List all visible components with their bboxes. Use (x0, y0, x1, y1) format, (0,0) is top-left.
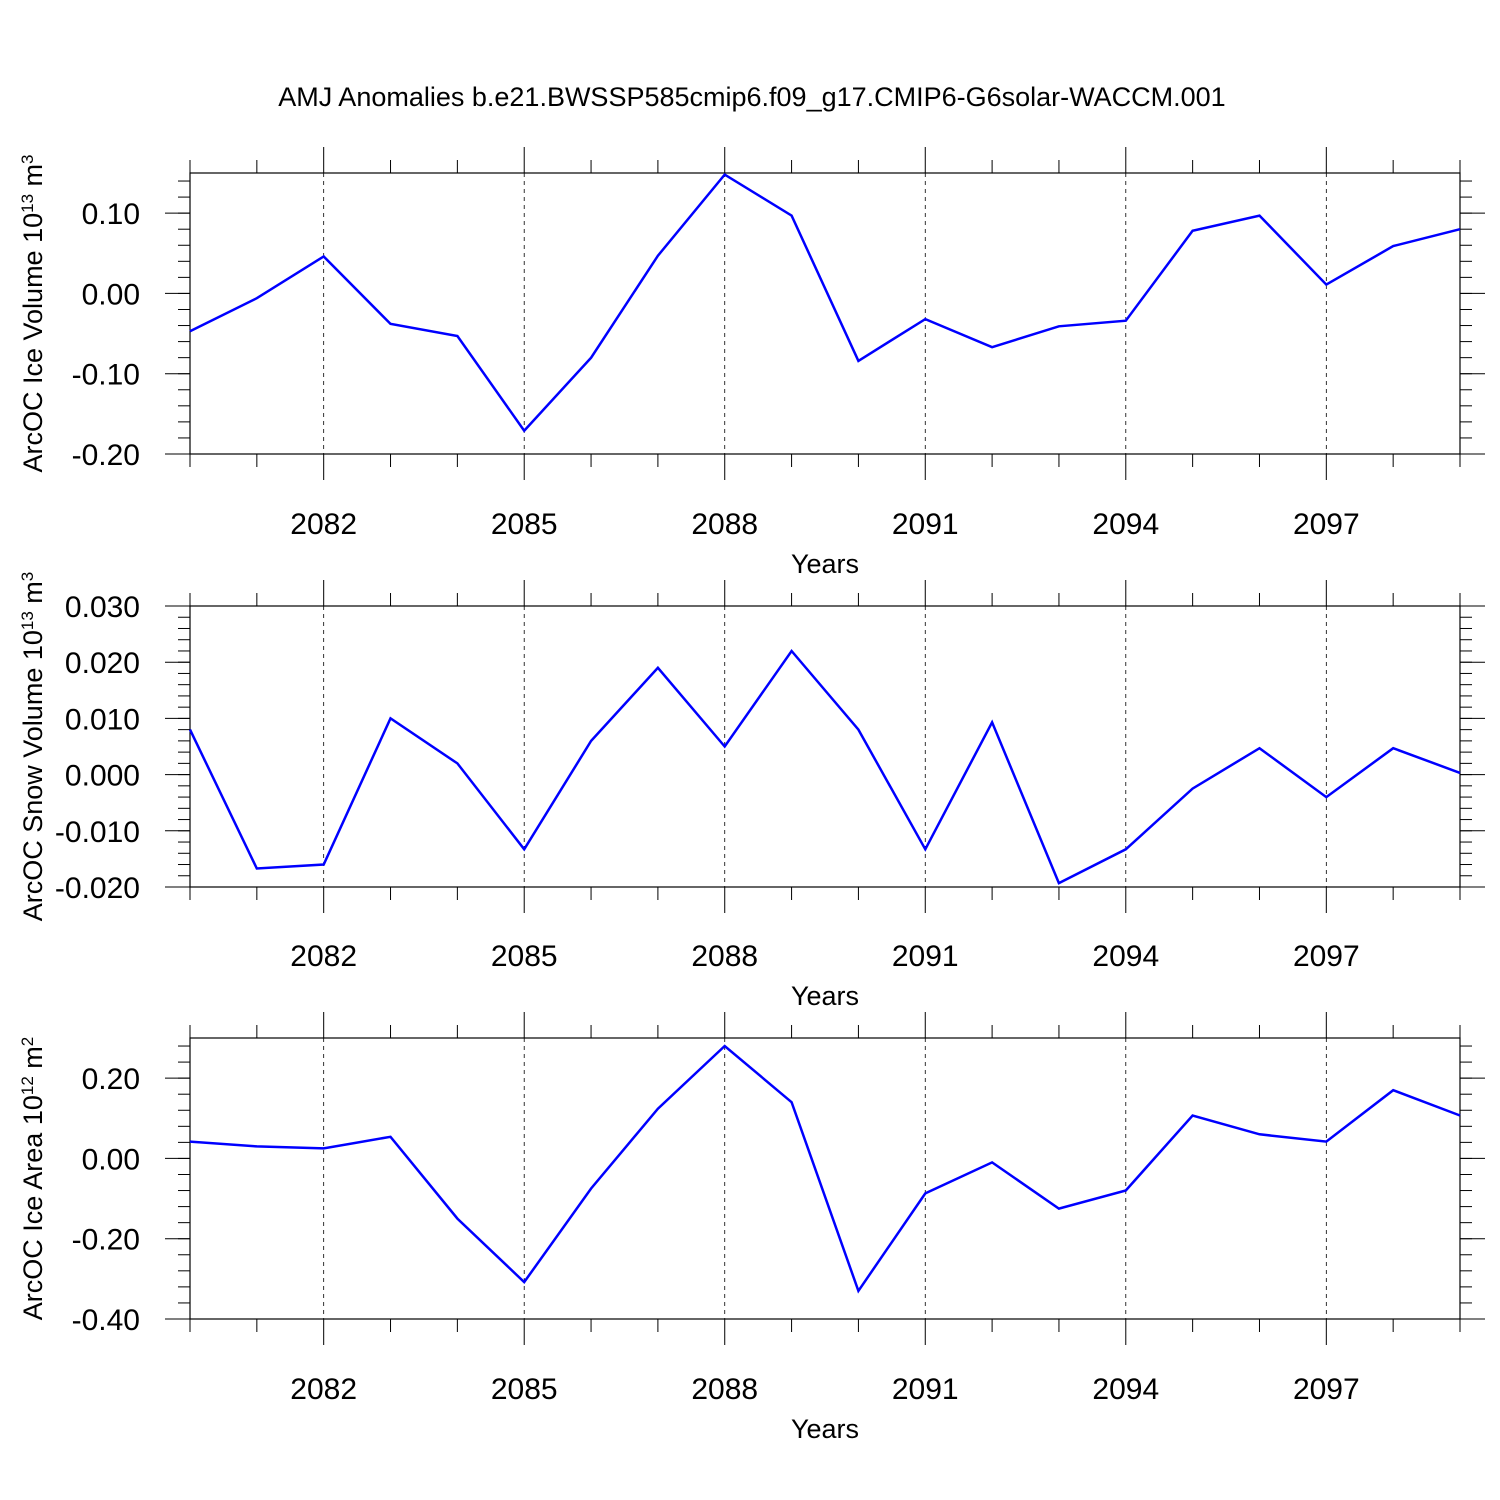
x-tick-label: 2097 (1293, 508, 1360, 541)
x-tick-label: 2085 (491, 940, 558, 973)
y-tick-label: 0.020 (65, 647, 140, 680)
y-tick-label: 0.010 (65, 703, 140, 736)
x-tick-label: 2097 (1293, 1373, 1360, 1406)
x-tick-label: 2097 (1293, 940, 1360, 973)
y-tick-label: 0.20 (82, 1063, 140, 1096)
y-tick-label: 0.00 (82, 1143, 140, 1176)
plot-frame (189, 605, 1461, 888)
x-axis-label: Years (791, 981, 859, 1011)
panel-2: -0.020 -0.010 0.000 0.010 0.020 0.030 2082 2085… (18, 572, 1485, 1011)
figure-title: AMJ Anomalies b.e21.BWSSP585cmip6.f09_g1… (278, 82, 1225, 112)
panel-1: -0.20 -0.10 0.00 0.10 2082 2085 2088 2091 2094 20… (18, 147, 1485, 579)
x-tick-label: 2091 (892, 940, 959, 973)
y-tick-label: 0.10 (82, 198, 140, 231)
y-axis-label: ArcOC Ice Volume 1013 m3 (18, 154, 49, 472)
x-tick-label: 2085 (491, 1373, 558, 1406)
series-line (189, 172, 1461, 433)
y-tick-label: -0.20 (72, 1224, 140, 1257)
y-tick-label: 0.00 (82, 278, 140, 311)
plot-frame (189, 1037, 1461, 1320)
x-tick-label: 2088 (691, 940, 758, 973)
y-axis-label: ArcOC Ice Area 1012 m2 (18, 1037, 49, 1321)
series-line (188, 648, 1461, 885)
y-tick-label: -0.020 (55, 872, 140, 905)
x-tick-label: 2082 (290, 940, 357, 973)
y-tick-label: -0.20 (72, 439, 140, 472)
x-axis-label: Years (791, 549, 859, 579)
x-tick-label: 2082 (290, 508, 357, 541)
plot-frame (189, 172, 1461, 455)
x-tick-label: 2094 (1092, 1373, 1159, 1406)
y-tick-label: -0.40 (72, 1304, 140, 1337)
y-tick-label: 0.030 (65, 591, 140, 624)
x-axis-label: Years (791, 1414, 859, 1444)
x-tick-label: 2094 (1092, 940, 1159, 973)
x-tick-label: 2091 (892, 1373, 959, 1406)
x-tick-label: 2088 (691, 1373, 758, 1406)
series-line (189, 1044, 1461, 1294)
y-tick-label: 0.000 (65, 760, 140, 793)
x-tick-label: 2082 (290, 1373, 357, 1406)
x-tick-label: 2091 (892, 508, 959, 541)
x-tick-label: 2085 (491, 508, 558, 541)
x-tick-label: 2094 (1092, 508, 1159, 541)
y-axis-label: ArcOC Snow Volume 1013 m3 (18, 572, 49, 922)
y-tick-label: -0.010 (55, 816, 140, 849)
x-tick-label: 2088 (691, 508, 758, 541)
panel-3: -0.40 -0.20 0.00 0.20 2082 2085 2088 2091 2094 20… (18, 1012, 1485, 1444)
y-tick-label: -0.10 (72, 359, 140, 392)
